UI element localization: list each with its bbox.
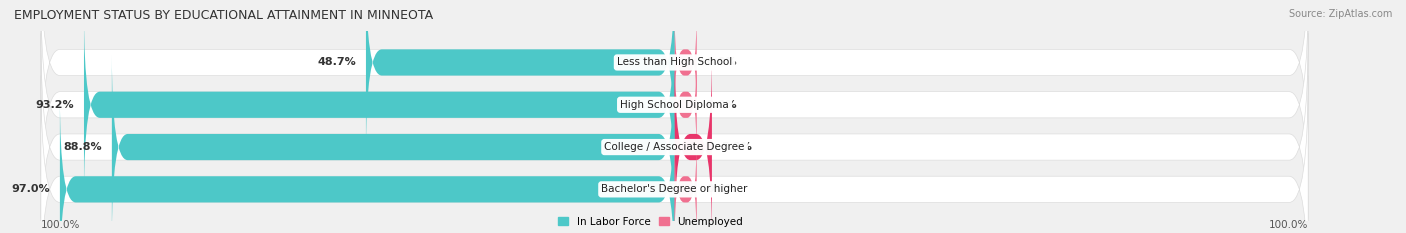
Text: 88.8%: 88.8%: [63, 142, 103, 152]
Text: 97.0%: 97.0%: [11, 184, 51, 194]
Text: 0.0%: 0.0%: [706, 58, 737, 68]
Text: Source: ZipAtlas.com: Source: ZipAtlas.com: [1288, 9, 1392, 19]
FancyBboxPatch shape: [41, 75, 1308, 233]
FancyBboxPatch shape: [84, 12, 675, 197]
FancyBboxPatch shape: [675, 139, 697, 233]
Text: 48.7%: 48.7%: [318, 58, 357, 68]
Text: College / Associate Degree: College / Associate Degree: [605, 142, 745, 152]
FancyBboxPatch shape: [675, 55, 697, 155]
Text: 100.0%: 100.0%: [1268, 220, 1308, 230]
FancyBboxPatch shape: [60, 97, 675, 233]
FancyBboxPatch shape: [675, 12, 697, 113]
Legend: In Labor Force, Unemployed: In Labor Force, Unemployed: [554, 213, 747, 231]
FancyBboxPatch shape: [112, 55, 675, 233]
FancyBboxPatch shape: [41, 0, 1308, 176]
Text: Less than High School: Less than High School: [617, 58, 733, 68]
Text: 0.0%: 0.0%: [706, 184, 737, 194]
Text: High School Diploma: High School Diploma: [620, 100, 728, 110]
FancyBboxPatch shape: [675, 55, 711, 233]
Text: EMPLOYMENT STATUS BY EDUCATIONAL ATTAINMENT IN MINNEOTA: EMPLOYMENT STATUS BY EDUCATIONAL ATTAINM…: [14, 9, 433, 22]
FancyBboxPatch shape: [41, 0, 1308, 219]
Text: 0.0%: 0.0%: [706, 100, 737, 110]
Text: 93.2%: 93.2%: [35, 100, 75, 110]
Text: 5.9%: 5.9%: [721, 142, 752, 152]
FancyBboxPatch shape: [41, 33, 1308, 233]
Text: 100.0%: 100.0%: [41, 220, 80, 230]
FancyBboxPatch shape: [366, 0, 675, 155]
Text: Bachelor's Degree or higher: Bachelor's Degree or higher: [602, 184, 748, 194]
